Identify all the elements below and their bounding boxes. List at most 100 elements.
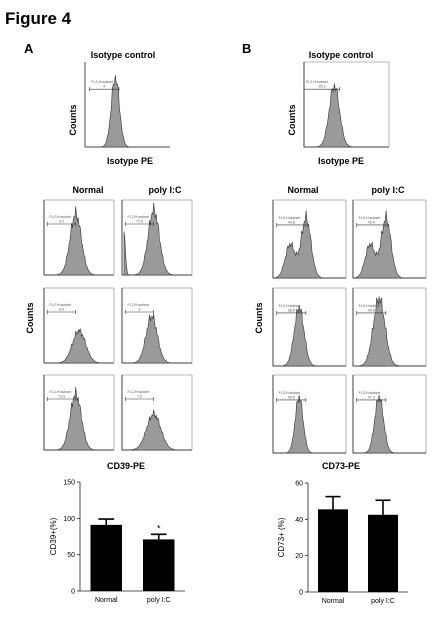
gate-label: FL2-H:subset [306, 80, 328, 84]
panel-frame [303, 61, 390, 148]
y-axis-label: CD39+(%) [49, 517, 58, 555]
bar-poly-i-c [143, 539, 175, 591]
histogram-trace [275, 394, 344, 454]
y-axis-label: CD73+ (%) [277, 517, 286, 557]
gate-label: FL2-H:subset [128, 303, 150, 307]
gate-label: FL2-H:subset [279, 304, 301, 308]
error-bar [375, 499, 391, 515]
bar-normal [318, 509, 348, 592]
panel-axes [272, 288, 346, 367]
significance-marker: * [157, 523, 161, 533]
grid-xlabel-b: CD73-PE [322, 461, 360, 471]
y-tick-label: 20 [295, 553, 303, 560]
histogram-trace [46, 206, 112, 276]
figure-title: Figure 4 [5, 9, 72, 28]
histogram-trace [355, 394, 424, 454]
y-tick-label: 0 [71, 589, 75, 596]
histogram-trace [355, 296, 424, 367]
gate-label: FL2-H:subset [128, 390, 150, 394]
error-bar [150, 533, 167, 540]
panel-axes [84, 62, 170, 148]
gate-label: FL2-H:subset [359, 304, 381, 308]
gate-value: 44.8 [288, 220, 295, 224]
gate-marker [125, 310, 154, 314]
gate-value: 38.8 [288, 308, 295, 312]
histogram-trace [306, 83, 387, 148]
gate-marker [88, 87, 120, 92]
col-header-b-polyic: poly I:C [372, 185, 405, 195]
gate-value: 47.3 [368, 395, 375, 399]
panel-frame [272, 374, 347, 454]
panel-axes [272, 375, 346, 454]
gate-label: FL2-H:subset [128, 215, 150, 219]
iso-title-a: Isotype control [91, 50, 156, 60]
gate-marker [276, 222, 307, 227]
iso-ylabel-b: Counts [287, 105, 297, 136]
col-header-a-normal: Normal [72, 185, 103, 195]
histogram-trace [274, 210, 344, 279]
gate-label: FL2-H:subset [50, 390, 72, 394]
histogram-trace [46, 386, 112, 451]
panel-frame [272, 287, 347, 367]
gate-marker [356, 222, 387, 227]
error-bar [325, 495, 341, 510]
gate-marker [276, 397, 307, 402]
gate-value: 6.9 [59, 308, 64, 312]
panel-axes [303, 62, 389, 148]
col-header-b-normal: Normal [287, 185, 318, 195]
gate-value: 25.3 [318, 85, 325, 89]
y-tick-label: 50 [67, 552, 75, 559]
gate-marker [356, 310, 387, 315]
x-category-label: Normal [322, 598, 345, 605]
gate-marker [47, 397, 76, 401]
grid-xlabel-a: CD39-PE [107, 461, 145, 471]
gate-value: 4 [103, 85, 105, 89]
gate-label: FL2-H:subset [91, 80, 113, 84]
panel-axes [352, 375, 426, 454]
gate-value: 49.5 [288, 395, 295, 399]
gate-label: FL2-H:subset [50, 215, 72, 219]
histogram-trace [275, 305, 344, 367]
bar-poly-i-c [368, 514, 398, 592]
iso-xlabel-a: Isotype PE [107, 156, 153, 166]
histogram-trace [87, 75, 168, 148]
y-tick-label: 60 [295, 481, 303, 488]
gate-marker [47, 310, 76, 314]
bar-normal [90, 524, 122, 591]
error-bar [98, 518, 115, 525]
gate-label: FL2-H:subset [279, 216, 301, 220]
y-tick-label: 100 [63, 516, 75, 523]
gate-value: 71.5 [136, 220, 143, 224]
gate-marker [276, 310, 307, 315]
y-tick-label: 0 [299, 590, 303, 597]
histogram-trace [46, 328, 112, 364]
gate-value: 40.8 [368, 308, 375, 312]
iso-ylabel-a: Counts [68, 105, 78, 136]
gate-label: FL2-H:subset [50, 303, 72, 307]
histogram-layer: FL2-H:subset4FL2-H:subset25.3FL2-H:subse… [43, 61, 427, 454]
panel-frame [352, 374, 427, 454]
gate-marker [125, 397, 154, 401]
x-category-label: poly I:C [371, 598, 395, 605]
panel-a-letter: A [24, 41, 34, 56]
gate-marker [47, 222, 76, 226]
y-tick-label: 150 [63, 480, 75, 487]
iso-title-b: Isotype control [309, 50, 374, 60]
histogram-trace [124, 409, 190, 451]
gate-label: FL2-H:subset [359, 216, 381, 220]
gate-value: 9.2 [59, 220, 64, 224]
histogram-trace [124, 313, 190, 364]
gate-value: 8 [139, 308, 141, 312]
histogram-trace [354, 210, 424, 279]
